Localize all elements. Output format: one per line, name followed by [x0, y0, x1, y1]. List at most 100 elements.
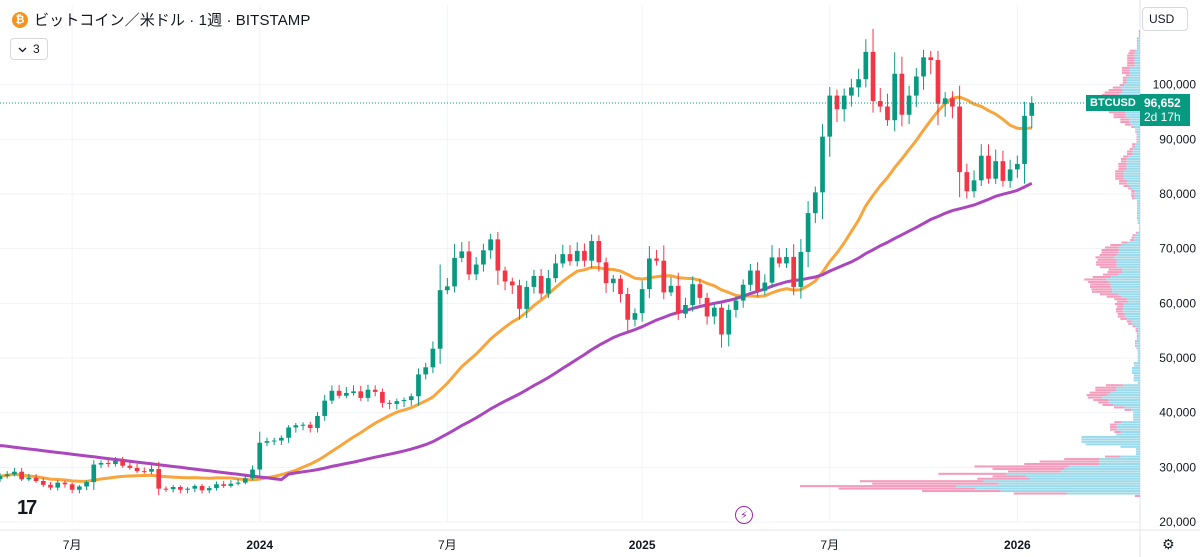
candle-body	[849, 87, 854, 96]
volume-profile-bar-down	[1136, 347, 1138, 350]
volume-profile-bar-up	[1137, 212, 1140, 215]
volume-profile-bar-up	[1123, 384, 1140, 387]
candle-body	[704, 297, 710, 317]
volume-profile-bar-up	[975, 487, 1140, 490]
volume-profile-bar-down	[1087, 396, 1102, 399]
volume-profile-bar-down	[1135, 342, 1137, 345]
volume-profile-bar-down	[1135, 330, 1139, 333]
candle-body	[98, 462, 104, 465]
volume-profile-bar-up	[1081, 435, 1140, 438]
volume-profile-bar-down	[1135, 128, 1137, 131]
volume-profile-bar-down	[1120, 121, 1130, 124]
volume-profile-bar-up	[1137, 216, 1140, 220]
volume-profile-bar-down	[1117, 315, 1125, 318]
volume-profile-bar-down	[1099, 253, 1117, 256]
candle-body	[748, 270, 753, 285]
volume-profile-bar-up	[1121, 421, 1140, 424]
candle-body	[964, 172, 970, 192]
tradingview-logo[interactable]: 17	[17, 497, 37, 519]
volume-profile-bar-down	[800, 485, 957, 488]
volume-profile-bar-down	[1136, 332, 1139, 335]
volume-profile-bar-up	[1124, 315, 1140, 318]
volume-profile-bar-up	[1137, 140, 1140, 143]
volume-profile-bar-up	[1134, 64, 1140, 67]
symbol-title[interactable]: ビットコイン／米ドル · 1週 · BITSTAMP	[34, 12, 311, 29]
volume-profile-bar-down	[1127, 64, 1135, 67]
candle-body	[647, 258, 652, 290]
volume-profile-bar-up	[1137, 352, 1140, 355]
candle-body	[279, 437, 284, 441]
bar-countdown: 2d 17h	[1144, 110, 1181, 124]
lightning-icon[interactable]: ⚡	[735, 506, 753, 524]
candle-body	[610, 278, 616, 284]
candle-body	[26, 477, 32, 480]
last-price-label: 96,652 2d 17h	[1140, 94, 1190, 126]
volume-profile-bar-down	[1127, 59, 1135, 62]
volume-profile-bar-up	[1112, 403, 1140, 406]
volume-profile-bar-up	[1137, 209, 1140, 212]
candle-body	[322, 400, 328, 416]
candle-body	[19, 471, 24, 480]
candle-body	[113, 460, 118, 465]
candle-body	[567, 254, 573, 262]
moving-average-line	[0, 181, 1033, 482]
volume-profile-bar-up	[1000, 490, 1140, 493]
volume-profile-bar-down	[1101, 248, 1119, 251]
candle-body	[185, 488, 190, 490]
candle-body	[589, 241, 594, 261]
candle-body	[444, 286, 450, 291]
volume-profile-bar-down	[1119, 180, 1128, 183]
volume-profile-bar-up	[1136, 339, 1140, 343]
candle-body	[33, 477, 39, 481]
indicator-toggle-button[interactable]: 3	[10, 38, 48, 60]
volume-profile-bar-up	[1134, 192, 1140, 195]
volume-profile-bar-up	[1135, 448, 1140, 451]
volume-profile-bar-up	[983, 480, 1140, 483]
volume-profile-bar-down	[1137, 47, 1139, 50]
volume-profile-bar-up	[1137, 357, 1140, 360]
volume-profile-bar-up	[1118, 251, 1140, 254]
volume-profile-bar-up	[1138, 44, 1140, 47]
volume-profile-bar-down	[1136, 140, 1138, 143]
volume-profile-bar-up	[1136, 128, 1140, 131]
volume-profile-bar-down	[1116, 307, 1123, 311]
x-tick-label: 2026	[1004, 538, 1031, 552]
volume-profile-bar-down	[1123, 155, 1129, 158]
volume-profile-bar-up	[1137, 135, 1140, 138]
chevron-down-icon	[18, 42, 27, 56]
volume-profile-bar-down	[1112, 86, 1121, 89]
volume-profile-bar-down	[1095, 256, 1115, 259]
volume-profile-bar-down	[1128, 52, 1135, 55]
candle-body	[877, 101, 883, 107]
volume-profile-bar-down	[1119, 84, 1125, 87]
currency-selector[interactable]: USD	[1142, 7, 1188, 31]
volume-profile-bar-down	[1128, 187, 1132, 190]
volume-profile-bar-down	[1114, 303, 1124, 306]
volume-profile-bar-down	[1126, 320, 1132, 323]
volume-profile-bar-up	[1131, 367, 1140, 370]
volume-profile-bar-up	[1126, 160, 1140, 163]
candle-body	[755, 270, 760, 291]
volume-profile-bar-up	[1135, 325, 1140, 328]
volume-profile-bar-up	[998, 482, 1140, 485]
volume-profile-bar-up	[1108, 401, 1140, 404]
volume-profile-bar-up	[1137, 207, 1140, 210]
volume-profile-bar-down	[1113, 116, 1126, 119]
volume-profile-bar-down	[1113, 113, 1126, 116]
x-tick-label: 7月	[820, 538, 839, 552]
candle-body	[473, 264, 479, 275]
volume-profile-bar-up	[1133, 379, 1140, 382]
gear-icon[interactable]: ⚙	[1162, 536, 1175, 552]
volume-profile-bar-up	[1131, 187, 1140, 190]
volume-profile-bar-up	[1127, 241, 1140, 244]
candle-body	[574, 250, 580, 262]
volume-profile-bar-up	[1122, 271, 1140, 274]
volume-profile-bar-down	[1120, 118, 1130, 121]
last-price-value: 96,652	[1144, 96, 1181, 110]
volume-profile-bar-up	[1131, 408, 1140, 411]
volume-profile-bar-up	[1134, 52, 1140, 55]
candle-body	[957, 106, 962, 173]
candle-body	[733, 300, 739, 310]
volume-profile-bar-down	[1120, 157, 1127, 160]
